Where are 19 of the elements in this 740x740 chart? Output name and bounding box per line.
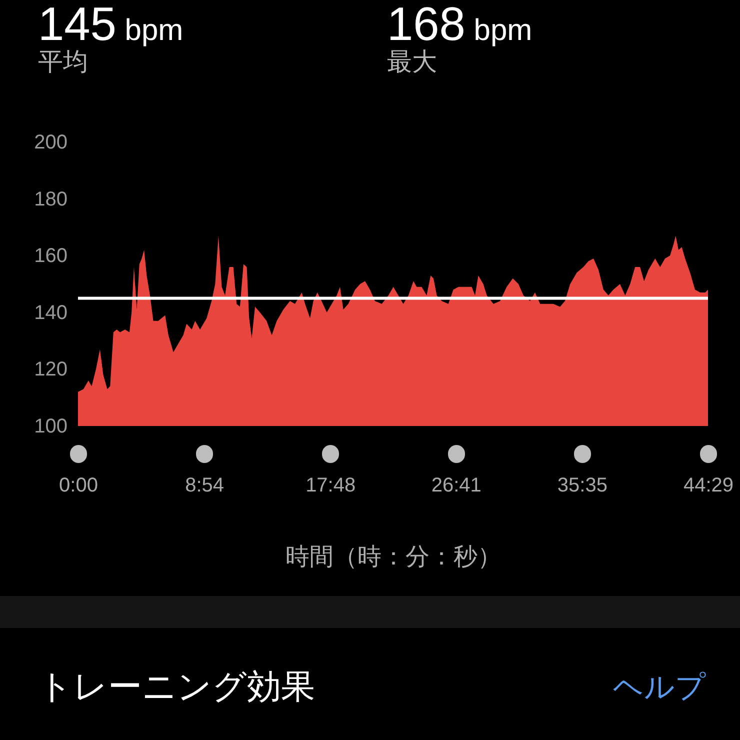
y-tick-label: 120: [34, 358, 68, 381]
x-tick-label: 0:00: [59, 474, 98, 496]
x-tick-label: 35:35: [557, 474, 608, 496]
text: 平均: [38, 48, 88, 76]
x-tick-label: 17:48: [306, 474, 356, 496]
text: 168 bpm: [387, 0, 532, 50]
text: 145 bpm: [38, 0, 184, 50]
text: 最大: [387, 48, 437, 76]
text: トレーニング効果: [38, 668, 315, 706]
text: ヘルプ: [613, 671, 706, 704]
x-tick-label: 8:54: [185, 474, 224, 496]
y-tick-label: 160: [34, 245, 68, 268]
y-tick-label: 180: [34, 188, 68, 210]
y-tick-label: 100: [34, 416, 68, 438]
x-axis-title: 時間（時：分：秒）: [286, 544, 502, 570]
y-tick-label: 200: [34, 132, 68, 154]
y-tick-label: 140: [34, 302, 68, 324]
x-tick-label: 26:41: [431, 474, 482, 496]
x-tick-label: 44:29: [683, 474, 734, 496]
